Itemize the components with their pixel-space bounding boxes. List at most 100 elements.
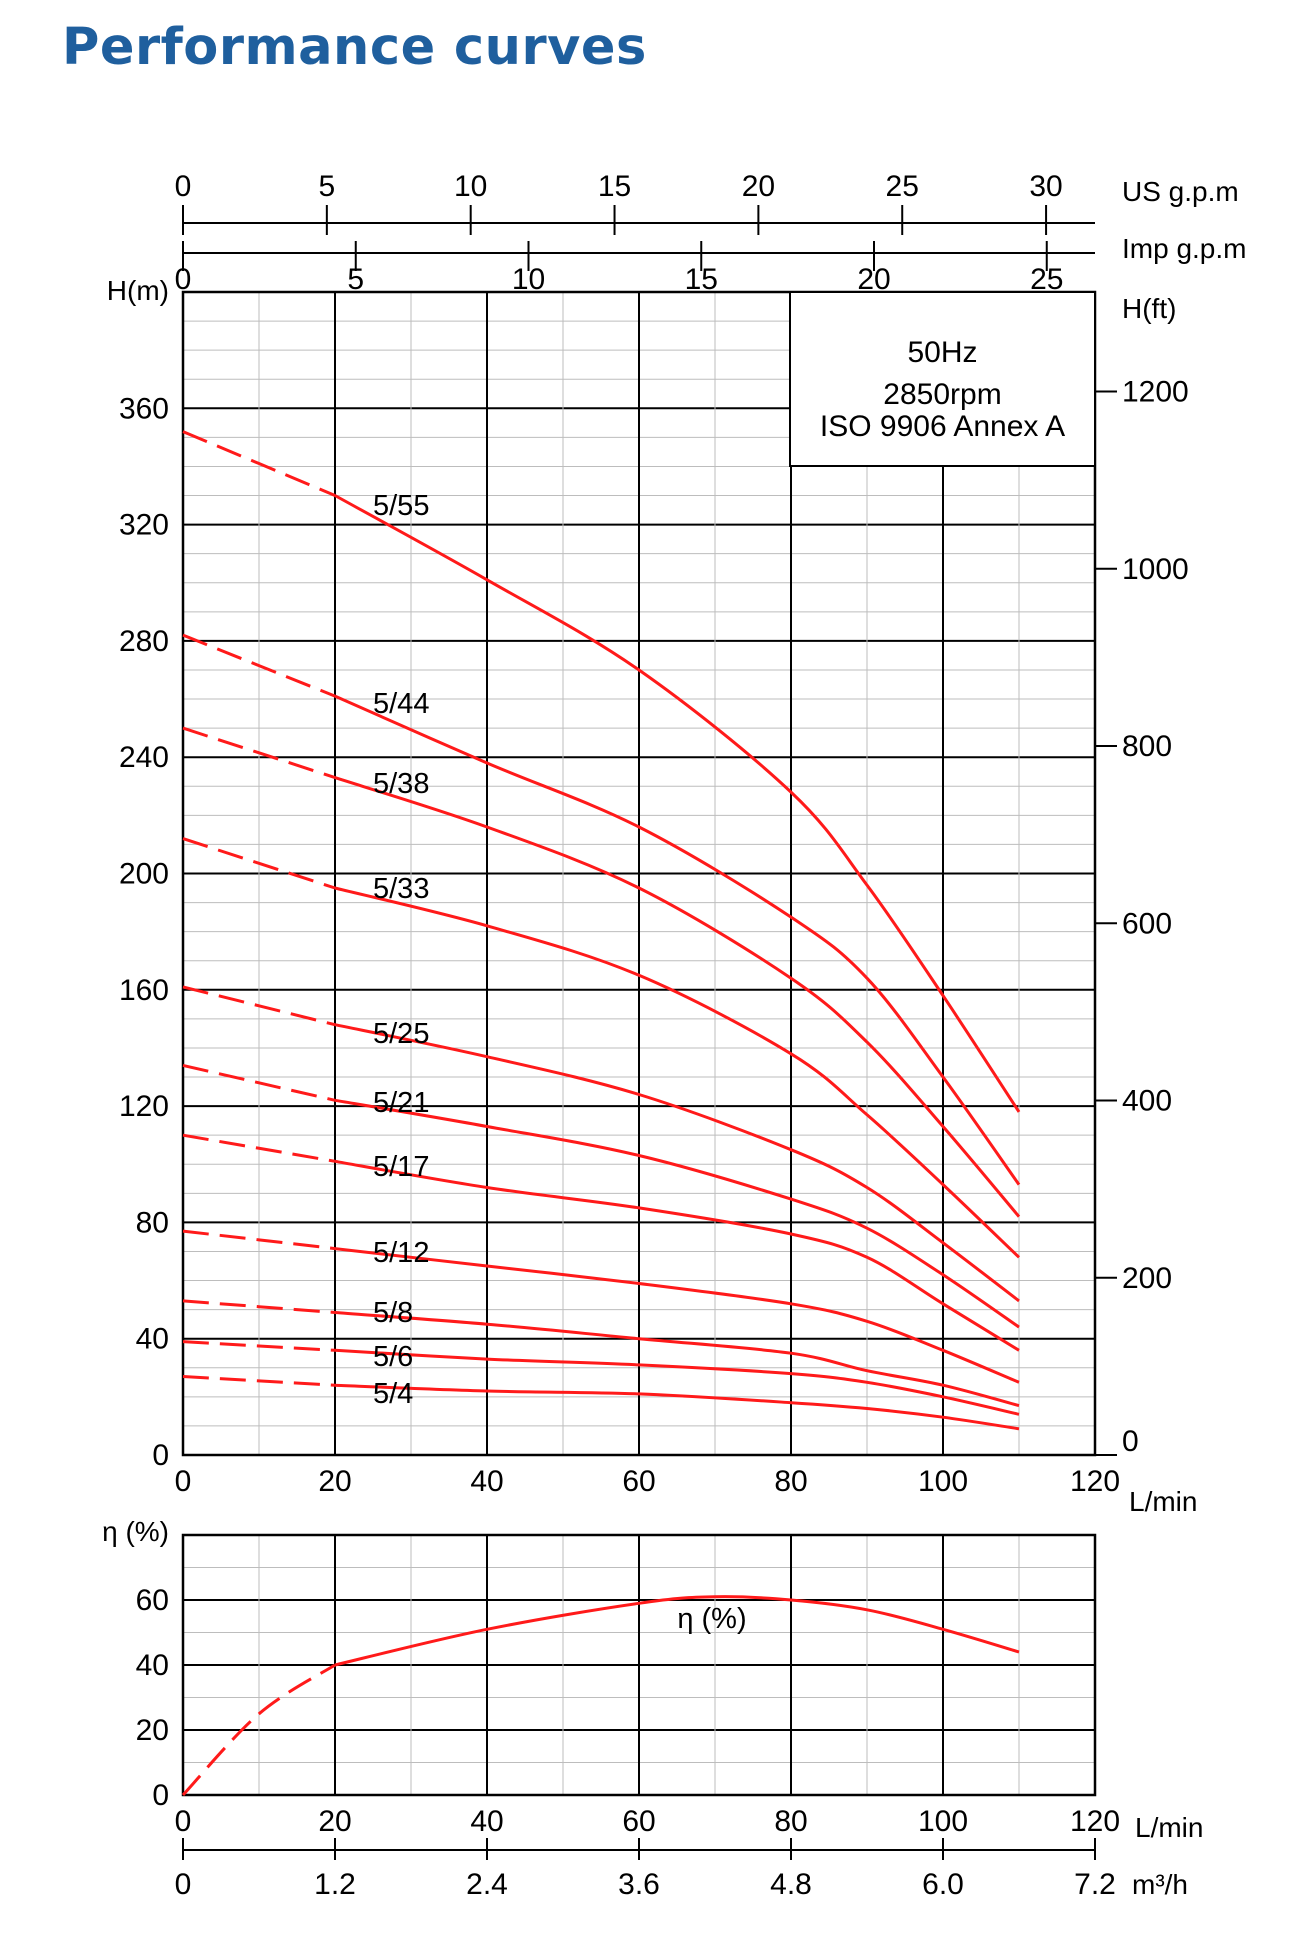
eff-flow-tick-label: 100: [918, 1805, 968, 1838]
curve-label: 5/17: [373, 1151, 429, 1183]
imp-gpm-tick-label: 15: [685, 263, 718, 296]
eff-tick-label: 20: [136, 1714, 169, 1747]
imp-gpm-tick-label: 10: [512, 263, 545, 296]
eff-flow-tick-label: 60: [622, 1805, 655, 1838]
standard-label: ISO 9906 Annex A: [820, 410, 1065, 443]
head-curve-solid: [334, 1311, 1020, 1408]
speed-label: 2850rpm: [883, 378, 1001, 411]
head-curve-solid: [334, 1159, 1020, 1352]
head-m-tick-label: 360: [119, 392, 169, 425]
head-curve-solid: [334, 1023, 1020, 1303]
head-m-tick-label: 40: [136, 1323, 169, 1356]
flow-tick-label: 40: [470, 1465, 503, 1498]
head-curve-solid: [334, 494, 1021, 1113]
us-gpm-tick-label: 25: [886, 170, 919, 203]
head-ft-tick-label: 200: [1122, 1262, 1172, 1295]
head-curve-solid: [334, 776, 1021, 1218]
imp-gpm-tick-label: 20: [857, 263, 890, 296]
flow-tick-label: 20: [318, 1465, 351, 1498]
eff-tick-label: 60: [136, 1584, 169, 1617]
head-curve-dashed: [182, 1340, 336, 1352]
eff-unit-label: η (%): [102, 1516, 169, 1547]
flow-unit-label: L/min: [1129, 1486, 1197, 1517]
head-ft-tick-label: 1000: [1122, 553, 1189, 586]
head-ft-tick-label: 400: [1122, 1085, 1172, 1118]
head-plot-frame: [181, 290, 1097, 1457]
flow-tick-label: 100: [918, 1465, 968, 1498]
head-curve-dashed: [182, 1375, 336, 1387]
imp-gpm-tick-label: 5: [347, 263, 364, 296]
eff-tick-label: 40: [136, 1649, 169, 1682]
page-title: Performance curves: [62, 18, 647, 77]
head-curve-solid: [334, 886, 1021, 1259]
head-curve-dashed: [182, 430, 336, 497]
head-m-tick-label: 200: [119, 858, 169, 891]
imp-gpm-tick-label: 0: [175, 263, 192, 296]
head-m-unit-label: H(m): [107, 275, 169, 306]
head-curve-dashed: [182, 1063, 336, 1102]
efficiency-curve-solid: [334, 1595, 1020, 1667]
curve-label: 5/8: [373, 1297, 413, 1329]
curve-label: 5/4: [373, 1378, 413, 1410]
head-curve-dashed: [182, 633, 336, 698]
head-curve-dashed: [182, 985, 336, 1027]
head-curve-dashed: [182, 726, 336, 780]
curve-label: 5/38: [373, 768, 429, 800]
flow-tick-label: 120: [1070, 1465, 1120, 1498]
eff-flow-tick-label: 40: [470, 1805, 503, 1838]
info-box: [789, 291, 1096, 467]
head-ft-tick-label: 800: [1122, 730, 1172, 763]
m3h-tick-label: 2.4: [466, 1868, 508, 1901]
m3h-tick-label: 3.6: [618, 1868, 660, 1901]
curve-label: 5/25: [373, 1018, 429, 1050]
us-gpm-tick-label: 10: [454, 170, 487, 203]
us-gpm-tick-label: 5: [319, 170, 336, 203]
eff-flow-tick-label: 20: [318, 1805, 351, 1838]
head-m-tick-label: 120: [119, 1090, 169, 1123]
flow-tick-label: 0: [175, 1465, 192, 1498]
us-gpm-unit-label: US g.p.m: [1122, 176, 1239, 207]
head-curve-dashed: [182, 1229, 336, 1251]
head-curve-solid: [334, 1383, 1020, 1431]
head-m-tick-label: 80: [136, 1206, 169, 1239]
head-m-tick-label: 240: [119, 741, 169, 774]
head-curve-solid: [334, 694, 1021, 1186]
curve-label: 5/6: [373, 1341, 413, 1373]
eff-plot-frame: [181, 1533, 1097, 1797]
curve-label: 5/12: [373, 1237, 429, 1269]
head-curve-solid: [334, 1098, 1020, 1329]
eff-flow-tick-label: 120: [1070, 1805, 1120, 1838]
us-gpm-tick-label: 20: [742, 170, 775, 203]
efficiency-curve-label: η (%): [677, 1603, 746, 1635]
frequency-label: 50Hz: [907, 336, 977, 369]
flow-tick-label: 60: [622, 1465, 655, 1498]
curve-label: 5/44: [373, 688, 429, 720]
us-gpm-tick-label: 15: [598, 170, 631, 203]
m3h-unit-label: m³/h: [1132, 1869, 1188, 1900]
eff-flow-tick-label: 80: [774, 1805, 807, 1838]
curve-label: 5/55: [373, 490, 429, 522]
head-ft-tick-label: 0: [1122, 1425, 1139, 1458]
m3h-tick-label: 1.2: [314, 1868, 356, 1901]
eff-flow-tick-label: 0: [175, 1805, 192, 1838]
head-m-tick-label: 160: [119, 974, 169, 1007]
head-m-tick-label: 0: [152, 1439, 169, 1472]
head-curve-solid: [334, 1247, 1020, 1384]
head-curve-dashed: [182, 837, 336, 890]
m3h-tick-label: 6.0: [922, 1868, 964, 1901]
head-ft-tick-label: 600: [1122, 907, 1172, 940]
efficiency-curve-dashed: [181, 1663, 336, 1797]
flow-tick-label: 80: [774, 1465, 807, 1498]
us-gpm-tick-label: 0: [175, 170, 192, 203]
head-curve-solid: [334, 1348, 1020, 1416]
head-m-tick-label: 280: [119, 625, 169, 658]
head-ft-unit-label: H(ft): [1122, 293, 1176, 324]
m3h-tick-label: 7.2: [1074, 1868, 1116, 1901]
imp-gpm-tick-label: 25: [1030, 263, 1063, 296]
curve-label: 5/33: [373, 873, 429, 905]
imp-gpm-unit-label: Imp g.p.m: [1122, 233, 1246, 264]
head-curve-dashed: [182, 1299, 336, 1314]
m3h-tick-label: 0: [175, 1868, 192, 1901]
head-curve-dashed: [182, 1133, 336, 1163]
